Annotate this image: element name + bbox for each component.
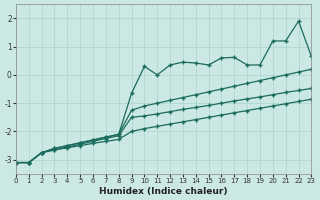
X-axis label: Humidex (Indice chaleur): Humidex (Indice chaleur)	[100, 187, 228, 196]
